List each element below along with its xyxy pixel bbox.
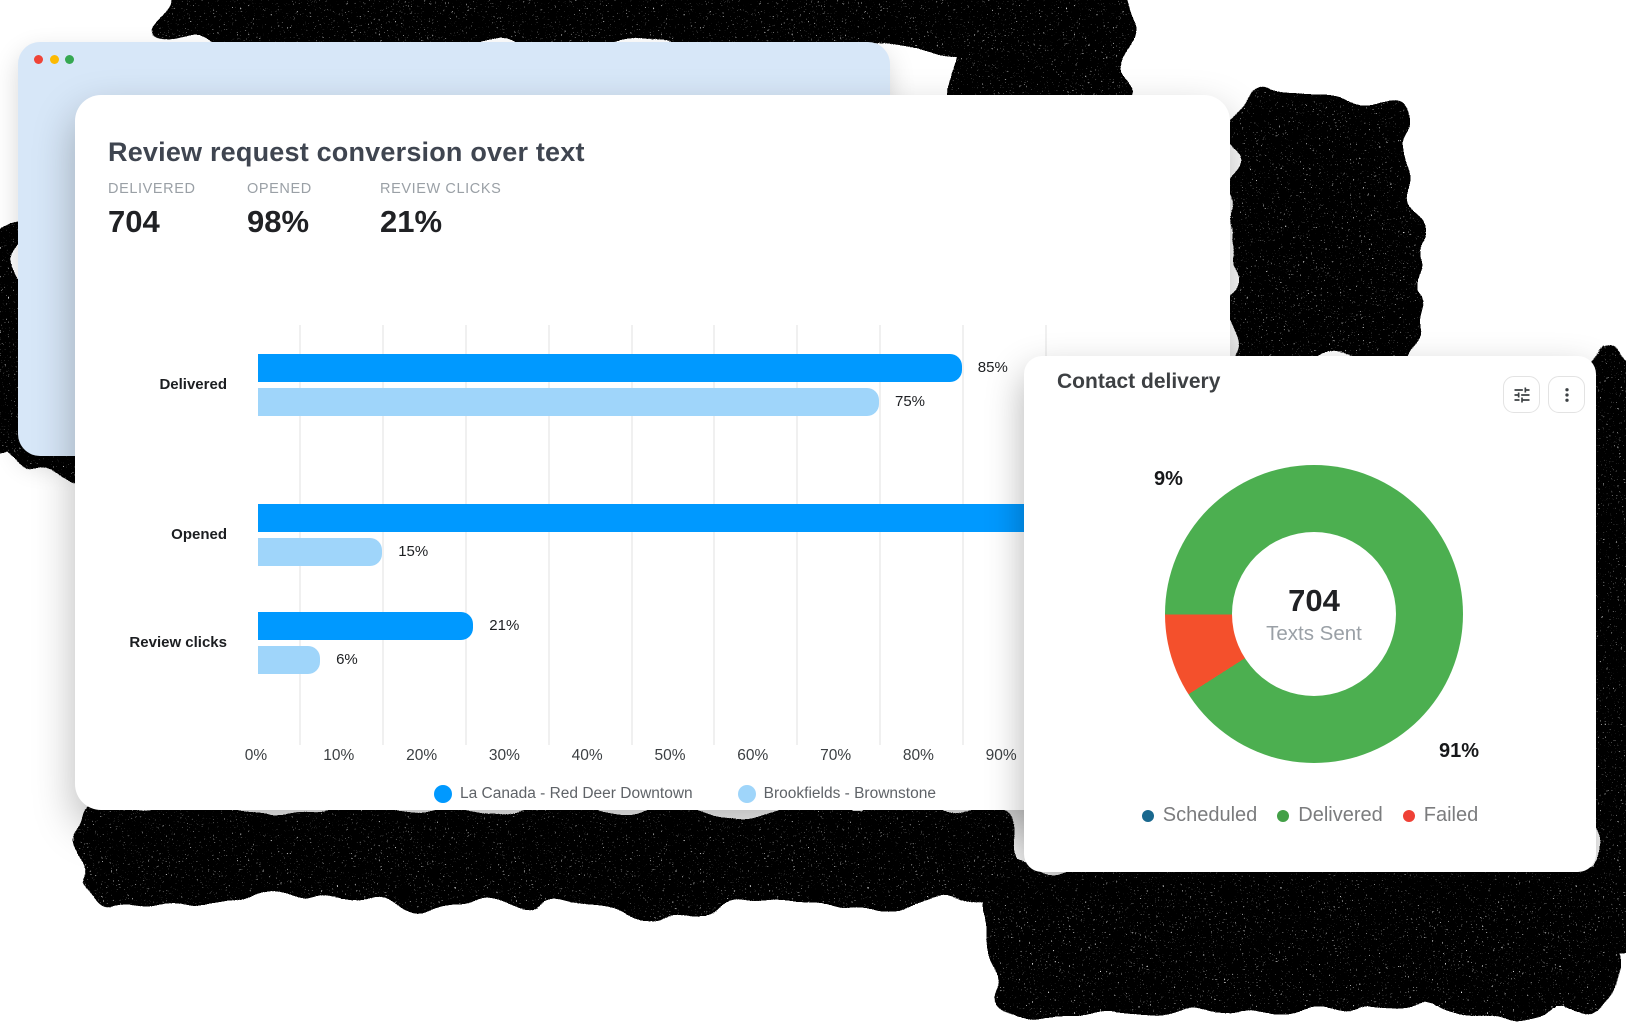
- stat-label: REVIEW CLICKS: [380, 181, 502, 197]
- legend-item-failed: Failed: [1402, 804, 1479, 827]
- stat-opened: OPENED 98%: [247, 181, 312, 240]
- x-axis-tick: 80%: [902, 747, 934, 764]
- stat-label: OPENED: [247, 181, 312, 197]
- stat-label: DELIVERED: [108, 181, 196, 197]
- x-axis-tick: 50%: [654, 747, 686, 764]
- legend-label: Scheduled: [1162, 804, 1258, 826]
- stat-delivered: DELIVERED 704: [108, 181, 196, 240]
- legend-dot: [1141, 809, 1154, 822]
- category-label-delivered: Delivered: [159, 376, 227, 393]
- bar-review-clicks-series1: [258, 612, 474, 640]
- traffic-light-zoom[interactable]: [65, 55, 74, 64]
- gridline: [879, 325, 881, 745]
- legend-item: Brookfields - Brownstone: [737, 785, 936, 803]
- gridline: [796, 325, 799, 745]
- gridline: [713, 325, 716, 745]
- gridline: [630, 325, 633, 745]
- donut-center-label: Texts Sent: [1266, 621, 1362, 645]
- legend-dot: [1402, 809, 1415, 822]
- stat-value: 21%: [380, 204, 443, 239]
- bar-delivered-series1: [258, 354, 962, 382]
- bar-value-label: 21%: [489, 617, 520, 634]
- stat-review-clicks: REVIEW CLICKS 21%: [380, 181, 501, 240]
- x-axis-tick: 20%: [406, 747, 438, 764]
- donut-chart: 704 Texts Sent: [1165, 465, 1463, 763]
- bar-chart: 0% 10% 20% 30% 40% 50% 60% 70% 80% 90% Delivered 85…: [75, 95, 1230, 810]
- legend-label: Brookfields - Brownstone: [763, 785, 936, 802]
- bar-value-label: 75%: [895, 393, 926, 410]
- category-label-opened: Opened: [171, 526, 227, 543]
- legend-dot: [737, 785, 756, 803]
- gridline: [382, 325, 385, 745]
- category-label-review-clicks: Review clicks: [129, 634, 227, 651]
- donut-legend: Scheduled Delivered Failed: [1024, 804, 1596, 827]
- filters-button[interactable]: [1503, 376, 1540, 413]
- chart-legend: La Canada - Red Deer Downtown Brookfields…: [434, 785, 936, 803]
- legend-label: La Canada - Red Deer Downtown: [460, 785, 693, 802]
- x-axis-tick: 40%: [571, 747, 603, 764]
- bar-opened-series2: [258, 538, 383, 566]
- legend-item-delivered: Delivered: [1277, 804, 1383, 827]
- bar-value-label: 6%: [336, 651, 358, 668]
- bar-value-label: 85%: [977, 359, 1008, 376]
- legend-label: Failed: [1423, 804, 1479, 826]
- bar-delivered-series2: [258, 388, 879, 416]
- stat-value: 98%: [247, 204, 310, 239]
- tune-icon: [1512, 385, 1532, 405]
- x-axis-tick: 0%: [244, 747, 268, 764]
- stat-value: 704: [108, 204, 160, 239]
- bar-opened-series1: [258, 504, 1070, 532]
- gridline: [961, 325, 964, 745]
- kebab-icon: [1558, 386, 1576, 404]
- x-axis-tick: 90%: [985, 747, 1017, 764]
- gridline: [299, 325, 302, 745]
- card-title: Review request conversion over text: [108, 137, 585, 167]
- legend-label: Delivered: [1298, 804, 1383, 826]
- x-axis-tick: 70%: [820, 747, 852, 764]
- gridline: [547, 325, 550, 745]
- x-axis-tick: 30%: [488, 747, 520, 764]
- x-axis-tick: 10%: [323, 747, 355, 764]
- bar-review-clicks-series2: [258, 646, 321, 674]
- legend-dot: [434, 785, 452, 803]
- legend-dot: [1277, 809, 1290, 822]
- donut-center: 704 Texts Sent: [1232, 532, 1396, 696]
- more-options-button[interactable]: [1548, 376, 1585, 413]
- contact-delivery-card: Contact delivery 704 Texts Sent Schedule…: [1024, 356, 1596, 872]
- bar-value-label: 15%: [398, 543, 429, 560]
- legend-item-scheduled: Scheduled: [1141, 804, 1258, 827]
- gridline: [465, 325, 467, 745]
- x-axis-tick: 60%: [737, 747, 769, 764]
- traffic-light-minimize[interactable]: [49, 55, 59, 64]
- donut-center-value: 704: [1288, 582, 1340, 618]
- slice-callout-delivered: 91%: [1439, 740, 1480, 762]
- traffic-light-close[interactable]: [34, 55, 43, 64]
- card-title: Contact delivery: [1057, 370, 1221, 393]
- slice-callout-failed: 9%: [1154, 468, 1183, 490]
- legend-item: La Canada - Red Deer Downtown: [434, 785, 693, 803]
